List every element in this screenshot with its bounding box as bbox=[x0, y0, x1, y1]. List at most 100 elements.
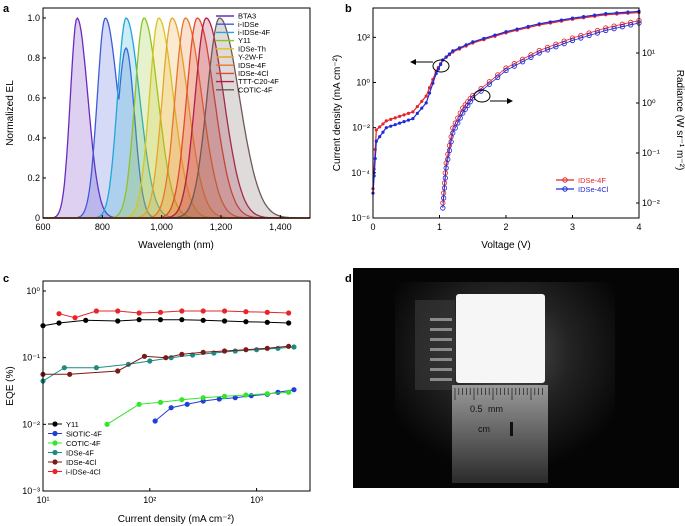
eqe-point bbox=[221, 318, 228, 324]
eqe-point bbox=[243, 309, 249, 315]
panel-a-xlabel: Wavelength (nm) bbox=[138, 240, 214, 251]
current-point bbox=[420, 106, 424, 110]
eqe-line-0 bbox=[42, 319, 289, 327]
panel-a-xtick-label: 1,200 bbox=[210, 222, 233, 232]
eqe-point bbox=[163, 355, 169, 361]
eqe-line-4 bbox=[43, 345, 289, 375]
current-point bbox=[464, 43, 468, 47]
eqe-point bbox=[243, 347, 249, 353]
panel-b-ytick-label: 10⁻⁴ bbox=[351, 168, 370, 178]
eqe-point bbox=[200, 349, 206, 355]
eqe-point bbox=[157, 317, 164, 323]
current-point bbox=[402, 113, 406, 117]
eqe-point bbox=[115, 318, 121, 324]
panel-b-xlabel: Voltage (V) bbox=[481, 240, 530, 251]
panel-a-ytick-label: 0 bbox=[35, 213, 40, 223]
current-point bbox=[615, 11, 619, 15]
panel-c-legend-marker bbox=[52, 430, 58, 437]
eqe-point bbox=[168, 405, 174, 411]
panel-a-ytick-label: 0.2 bbox=[27, 173, 40, 183]
current-point bbox=[378, 125, 382, 129]
panel-a-xtick-label: 1,400 bbox=[269, 222, 292, 232]
panel-b-xtick-label: 2 bbox=[503, 222, 508, 232]
eqe-point bbox=[141, 353, 148, 359]
current-point bbox=[406, 118, 411, 122]
radiance-line-0 bbox=[442, 20, 640, 204]
arrow-left-head bbox=[410, 59, 416, 65]
eqe-point bbox=[221, 393, 228, 399]
eqe-point bbox=[286, 320, 292, 326]
panel-c-legend: Y11SiOTIC-4FCOTIC-4FIDSe-4FIDSe-4Cli-IDS… bbox=[48, 420, 102, 477]
current-point bbox=[434, 71, 438, 76]
panel-a-ytick-label: 0.4 bbox=[27, 133, 40, 143]
current-point bbox=[436, 67, 440, 71]
radiance-point bbox=[465, 102, 471, 109]
current-point bbox=[406, 111, 411, 115]
panel-a-legend: BTA3i-IDSei-IDSe-4FY11IDSe-ThY-2W-FIDSe-… bbox=[216, 12, 279, 94]
electrode-fingers bbox=[430, 318, 452, 381]
panel-b-ytick-label: 10⁻⁶ bbox=[352, 213, 371, 223]
panel-a-xtick-label: 1,000 bbox=[150, 222, 173, 232]
eqe-point bbox=[83, 317, 89, 323]
radiance-point bbox=[452, 125, 458, 131]
current-point bbox=[581, 15, 586, 19]
eqe-point bbox=[147, 358, 153, 364]
panel-b-chart: 0 1 2 3 4 10⁻⁶ 10⁻⁴ 10⁻² 10⁰ 10² 10⁻² 10⁻¹ 10⁰ 10¹ Vo… bbox=[332, 7, 685, 251]
radiance-point bbox=[520, 59, 526, 65]
radiance-point bbox=[495, 74, 501, 80]
current-point bbox=[378, 135, 382, 139]
radiance-point bbox=[460, 110, 466, 116]
current-point bbox=[431, 81, 435, 85]
panel-b-xtick-label: 3 bbox=[570, 222, 575, 232]
eqe-line-5 bbox=[58, 310, 289, 319]
panel-a-legend-label: BTA3 bbox=[238, 12, 256, 21]
panel-a-frame bbox=[42, 7, 311, 219]
radiance-point bbox=[441, 185, 448, 191]
panel-a-legend-label: COTIC-4F bbox=[238, 85, 273, 94]
current-point bbox=[604, 12, 608, 16]
panel-a-legend-label: Y11 bbox=[238, 36, 251, 45]
panel-label-c: c bbox=[3, 273, 9, 285]
panel-c-legend-label: SiOTIC-4F bbox=[66, 430, 102, 439]
panel-b-legend-label: IDSe-4Cl bbox=[578, 185, 609, 194]
panel-c-ytick-label: 10⁻² bbox=[22, 419, 40, 429]
panel-a-legend-label: IDSe-Th bbox=[238, 44, 266, 53]
electrode-finger bbox=[430, 378, 452, 381]
panel-c-ytick-label: 10⁻¹ bbox=[22, 353, 40, 363]
panel-c-legend-label: i-IDSe-4Cl bbox=[66, 468, 101, 477]
panel-c-xtick-label: 10³ bbox=[250, 495, 263, 505]
panel-c-legend-marker bbox=[52, 468, 58, 475]
eqe-point bbox=[93, 308, 99, 314]
radiance-point bbox=[441, 195, 447, 201]
panel-a-legend-label: i-IDSe-4F bbox=[238, 28, 271, 37]
eqe-point bbox=[136, 401, 142, 407]
current-point bbox=[411, 117, 415, 121]
current-point bbox=[626, 10, 630, 14]
ruler bbox=[452, 385, 548, 483]
current-point bbox=[427, 86, 432, 90]
eqe-point bbox=[291, 387, 297, 393]
eqe-point bbox=[152, 418, 158, 424]
radiance-point bbox=[611, 26, 617, 32]
panel-a-legend-label: IDSe-4Cl bbox=[238, 69, 269, 78]
eqe-point bbox=[136, 317, 142, 323]
electrode-finger bbox=[430, 368, 452, 371]
eqe-point bbox=[216, 396, 222, 402]
electrode-bus bbox=[415, 300, 455, 390]
current-point bbox=[374, 139, 378, 143]
eqe-point bbox=[200, 395, 206, 401]
radiance-point bbox=[536, 50, 542, 56]
radiance-point bbox=[628, 22, 634, 28]
panel-b-ytick-label: 10² bbox=[357, 32, 370, 42]
current-point bbox=[559, 18, 564, 22]
panel-c-legend-marker bbox=[52, 421, 58, 427]
panel-c-ytick-label: 10⁰ bbox=[26, 286, 40, 296]
radiance-point bbox=[457, 115, 463, 121]
panel-c-legend-label: IDSe-4F bbox=[66, 449, 94, 458]
eqe-point bbox=[264, 391, 270, 397]
eqe-point bbox=[104, 421, 110, 427]
panel-c-xlabel: Current density (mA cm⁻²) bbox=[118, 514, 234, 525]
current-point bbox=[393, 123, 397, 127]
radiance-point bbox=[445, 156, 451, 162]
